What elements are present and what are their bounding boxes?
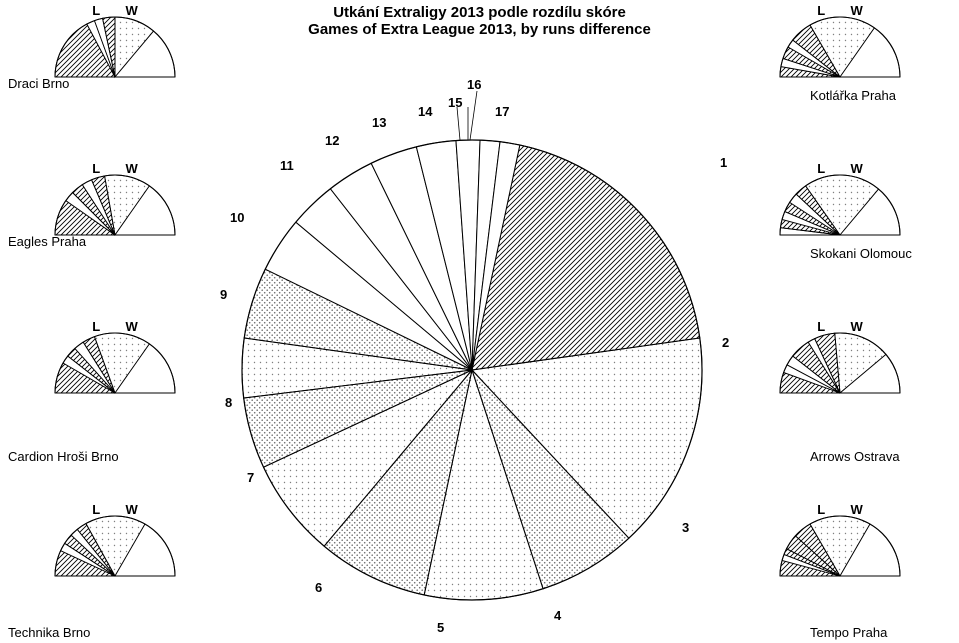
team-name-label: Cardion Hroši Brno [8,449,119,464]
L-label: L [92,161,100,176]
wedge-label-15: 15 [448,95,462,110]
fan-chart-6 [778,331,902,395]
W-label: W [850,161,862,176]
wedge-label-10: 10 [230,210,244,225]
team-name-label: Arrows Ostrava [810,449,900,464]
lw-label: L W [785,3,895,18]
lw-label: L W [60,502,170,517]
L-label: L [92,3,100,18]
fan-chart-5 [778,173,902,237]
team-name-label: Technika Brno [8,625,90,640]
fan-chart-7 [778,514,902,578]
wedge-label-8: 8 [225,395,232,410]
title-line1: Utkání Extraligy 2013 podle rozdílu skór… [230,4,730,21]
wedge-label-17: 17 [495,104,509,119]
lw-label: L W [785,161,895,176]
lw-label: L W [60,319,170,334]
lw-label: L W [785,502,895,517]
W-label: W [850,319,862,334]
W-label: W [850,502,862,517]
fan-chart-4 [778,15,902,79]
wedge-label-13: 13 [372,115,386,130]
wedge-label-5: 5 [437,620,444,635]
fan-chart-3 [53,514,177,578]
L-label: L [92,319,100,334]
team-name-label: Eagles Praha [8,234,86,249]
wedge-label-14: 14 [418,104,432,119]
L-label: L [817,502,825,517]
wedge-label-9: 9 [220,287,227,302]
chart-title: Utkání Extraligy 2013 podle rozdílu skór… [230,4,730,38]
fan-chart-2 [53,331,177,395]
lw-label: L W [785,319,895,334]
root: { "title": { "line1": "Utkání Extraligy … [0,0,959,643]
W-label: W [125,3,137,18]
W-label: W [850,3,862,18]
fan-chart-1 [53,173,177,237]
main-pie-chart [241,139,703,601]
L-label: L [817,319,825,334]
L-label: L [92,502,100,517]
team-name-label: Tempo Praha [810,625,887,640]
team-name-label: Draci Brno [8,76,69,91]
wedge-label-4: 4 [554,608,561,623]
wedge-label-1: 1 [720,155,727,170]
wedge-label-11: 11 [280,158,294,173]
lw-label: L W [60,161,170,176]
wedge-label-12: 12 [325,133,339,148]
lw-label: L W [60,3,170,18]
title-line2: Games of Extra League 2013, by runs diff… [230,21,730,38]
L-label: L [817,161,825,176]
team-name-label: Skokani Olomouc [810,246,912,261]
wedge-label-2: 2 [722,335,729,350]
fan-chart-0 [53,15,177,79]
wedge-label-6: 6 [315,580,322,595]
W-label: W [125,502,137,517]
wedge-label-3: 3 [682,520,689,535]
W-label: W [125,319,137,334]
L-label: L [817,3,825,18]
wedge-label-16: 16 [467,77,481,92]
wedge-label-7: 7 [247,470,254,485]
W-label: W [125,161,137,176]
team-name-label: Kotlářka Praha [810,88,896,103]
